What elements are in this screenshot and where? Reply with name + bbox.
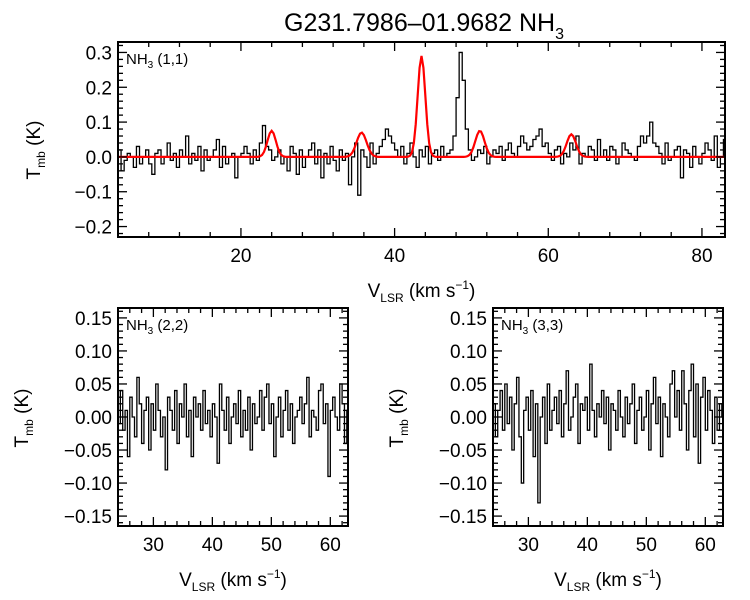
y-axis-label-subscript: mb (22, 419, 36, 436)
y-tick-label: −0.10 (439, 474, 487, 495)
y-axis-label-main: T (12, 435, 33, 447)
y-tick-label: 0.0 (86, 148, 112, 169)
x-axis-label-main: V (368, 281, 381, 302)
y-tick-label: 0.15 (450, 309, 487, 330)
panel-label-transition: (1,1) (153, 51, 188, 68)
x-axis-label-close: ) (656, 570, 662, 591)
y-tick-label: 0.05 (450, 375, 487, 396)
x-axis-label-subscript: LSR (380, 291, 404, 305)
panel-label-transition: (2,2) (153, 317, 188, 334)
x-axis-label: VLSR (km s−1) (554, 567, 662, 594)
y-tick-label: −0.2 (74, 218, 112, 239)
panel-label-subscript: 3 (148, 326, 154, 337)
y-tick-label: 0.15 (75, 309, 112, 330)
x-axis-label-exponent: −1 (267, 567, 281, 581)
series-hyperfine-fit (118, 55, 725, 159)
panel-label: NH3 (1,1) (126, 51, 188, 71)
y-axis-label-main: T (387, 435, 408, 447)
y-axis-label-unit: (K) (24, 121, 45, 152)
x-axis-label-exponent: −1 (455, 278, 469, 292)
panel-label-main: NH (126, 51, 148, 68)
x-tick-label: 60 (320, 535, 341, 556)
y-tick-label: −0.10 (64, 474, 112, 495)
y-axis-label: Tmb (K) (12, 389, 36, 448)
x-axis-label-close: ) (469, 281, 475, 302)
panel-label-subscript: 3 (523, 326, 529, 337)
figure-title: G231.7986–01.9682 NH3 (284, 9, 564, 43)
plot-frame (117, 41, 726, 238)
panel-label-main: NH (501, 317, 523, 334)
y-tick-label: 0.10 (75, 342, 112, 363)
panel-label-main: NH (126, 317, 148, 334)
x-axis-label: VLSR (km s−1) (368, 278, 476, 305)
y-tick-label: −0.15 (439, 507, 487, 528)
y-tick-label: 0.00 (75, 408, 112, 429)
y-tick-label: −0.05 (439, 441, 487, 462)
y-axis-label-subscript: mb (34, 151, 48, 168)
x-axis-label-unit: (km s (404, 281, 456, 302)
x-tick-label: 50 (636, 535, 657, 556)
series-spectrum (118, 51, 725, 196)
x-tick-label: 30 (518, 535, 539, 556)
x-tick-label: 20 (230, 246, 251, 267)
y-axis-label: Tmb (K) (387, 389, 411, 448)
x-axis-label-subscript: LSR (567, 580, 591, 594)
x-axis-label-main: V (179, 570, 192, 591)
y-tick-label: 0.3 (86, 43, 112, 64)
x-tick-label: 50 (261, 535, 282, 556)
y-tick-label: −0.05 (64, 441, 112, 462)
series-spectrum (118, 376, 348, 478)
y-axis-label-subscript: mb (397, 419, 411, 436)
panel-nh3-2-2: 30 40 50 60 −0.15 −0.10 −0.05 0.00 0.05 0.10 0.15 N… (12, 307, 349, 594)
x-axis-label-close: ) (281, 570, 287, 591)
panel-label: NH3 (2,2) (126, 317, 188, 337)
x-tick-label: 40 (202, 535, 223, 556)
figure-title-main: G231.7986–01.9682 NH (284, 9, 555, 37)
y-tick-label: 0.2 (86, 78, 112, 99)
y-axis-label-unit: (K) (12, 389, 33, 420)
y-tick-label: −0.15 (64, 507, 112, 528)
x-axis-label-subscript: LSR (192, 580, 216, 594)
panel-nh3-3-3: 30 40 50 60 −0.15 −0.10 −0.05 0.00 0.05 0.10 0.15 N… (387, 307, 724, 594)
x-tick-label: 40 (577, 535, 598, 556)
x-tick-label: 60 (538, 246, 559, 267)
x-axis-label-unit: (km s (590, 570, 642, 591)
y-tick-label: 0.1 (86, 113, 112, 134)
x-tick-label: 80 (691, 246, 712, 267)
figure-title-subscript: 3 (555, 26, 564, 43)
y-tick-label: 0.00 (450, 408, 487, 429)
x-tick-label: 30 (143, 535, 164, 556)
panel-label-subscript: 3 (148, 60, 154, 71)
x-tick-label: 60 (695, 535, 716, 556)
x-axis-label-unit: (km s (215, 570, 267, 591)
x-axis-label: VLSR (km s−1) (179, 567, 287, 594)
x-tick-label: 40 (384, 246, 405, 267)
panel-label-transition: (3,3) (528, 317, 563, 334)
y-tick-label: −0.1 (74, 183, 112, 204)
y-axis-label: Tmb (K) (24, 121, 48, 180)
series-spectrum (493, 363, 723, 504)
x-axis-label-exponent: −1 (642, 567, 656, 581)
y-axis-label-unit: (K) (387, 389, 408, 420)
x-axis-label-main: V (554, 570, 567, 591)
y-tick-label: 0.10 (450, 342, 487, 363)
y-tick-label: 0.05 (75, 375, 112, 396)
panel-label: NH3 (3,3) (501, 317, 563, 337)
panel-nh3-1-1: 20 40 60 80 −0.2 −0.1 0.0 0.1 0.2 0.3 NH3 (1,1) VLS… (24, 41, 726, 305)
y-axis-label-main: T (24, 167, 45, 179)
